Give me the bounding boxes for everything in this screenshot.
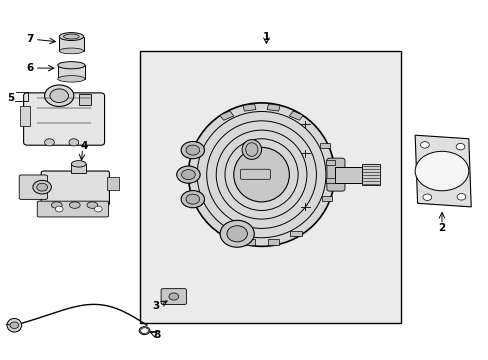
Ellipse shape: [58, 76, 85, 82]
Bar: [319, 143, 329, 148]
FancyBboxPatch shape: [326, 158, 344, 191]
Text: 3: 3: [152, 301, 159, 311]
Bar: [140, 51, 400, 323]
Text: 7: 7: [26, 34, 34, 44]
Circle shape: [69, 139, 79, 146]
Circle shape: [55, 206, 63, 212]
Bar: [71, 164, 86, 173]
Ellipse shape: [233, 147, 289, 202]
Ellipse shape: [59, 33, 83, 41]
Text: 2: 2: [437, 224, 445, 233]
Ellipse shape: [226, 226, 247, 242]
Circle shape: [10, 322, 19, 328]
Ellipse shape: [69, 202, 80, 208]
Bar: [334, 167, 361, 183]
Circle shape: [420, 141, 428, 148]
Ellipse shape: [181, 170, 195, 180]
FancyBboxPatch shape: [41, 171, 109, 205]
Bar: [289, 111, 303, 120]
Circle shape: [456, 194, 465, 200]
Ellipse shape: [185, 194, 199, 204]
Ellipse shape: [51, 202, 62, 208]
Bar: [243, 104, 255, 111]
Text: 5: 5: [7, 93, 14, 103]
FancyBboxPatch shape: [161, 289, 186, 305]
Circle shape: [414, 151, 468, 191]
Bar: [107, 177, 119, 190]
Bar: [221, 231, 232, 237]
Bar: [58, 65, 85, 79]
Ellipse shape: [181, 141, 204, 159]
Circle shape: [44, 139, 54, 146]
Ellipse shape: [59, 48, 83, 54]
Text: 1: 1: [262, 32, 269, 41]
Polygon shape: [414, 135, 470, 207]
Bar: [266, 104, 280, 111]
Text: 8: 8: [153, 330, 160, 340]
Ellipse shape: [139, 327, 150, 334]
Ellipse shape: [185, 145, 199, 155]
Bar: [220, 111, 233, 120]
FancyBboxPatch shape: [240, 169, 270, 179]
Ellipse shape: [87, 202, 98, 208]
Bar: [243, 239, 255, 244]
Bar: [79, 94, 91, 105]
Circle shape: [168, 293, 178, 300]
Text: 6: 6: [26, 63, 34, 73]
Text: 4: 4: [81, 141, 88, 151]
Ellipse shape: [220, 220, 254, 247]
Ellipse shape: [37, 183, 47, 191]
Circle shape: [422, 194, 431, 201]
Circle shape: [455, 143, 464, 150]
Circle shape: [94, 206, 102, 212]
Ellipse shape: [58, 62, 85, 69]
Ellipse shape: [44, 85, 74, 107]
Bar: [325, 178, 335, 183]
Ellipse shape: [181, 190, 204, 208]
Bar: [290, 231, 302, 237]
Ellipse shape: [33, 180, 51, 194]
FancyBboxPatch shape: [23, 93, 104, 145]
Ellipse shape: [242, 140, 261, 159]
FancyBboxPatch shape: [19, 175, 47, 199]
Ellipse shape: [176, 166, 200, 183]
Bar: [267, 239, 279, 244]
Ellipse shape: [245, 143, 257, 156]
Bar: [20, 107, 30, 126]
Circle shape: [141, 328, 148, 333]
Bar: [325, 160, 335, 165]
Ellipse shape: [71, 161, 86, 167]
Bar: [59, 37, 83, 51]
Ellipse shape: [188, 103, 334, 246]
Ellipse shape: [50, 89, 68, 103]
FancyBboxPatch shape: [37, 201, 108, 217]
Bar: [361, 164, 379, 185]
Ellipse shape: [63, 34, 79, 39]
Bar: [322, 196, 331, 201]
Ellipse shape: [7, 319, 21, 332]
